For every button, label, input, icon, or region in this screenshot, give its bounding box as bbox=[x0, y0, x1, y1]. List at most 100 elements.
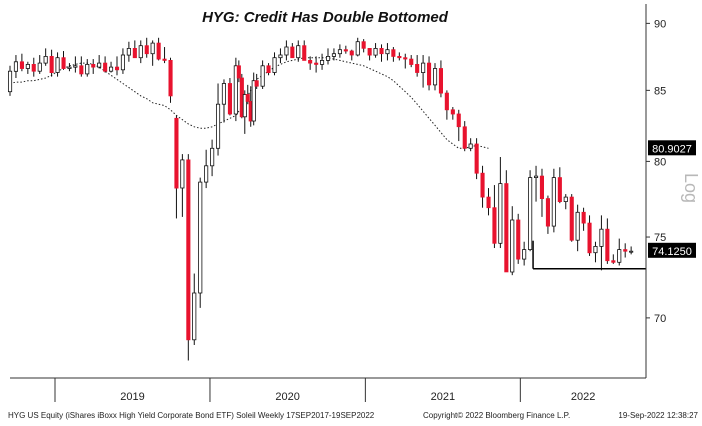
candle-body bbox=[373, 48, 378, 56]
candle bbox=[379, 44, 384, 62]
candle-body bbox=[132, 48, 137, 59]
footer-copyright: Copyright© 2022 Bloomberg Finance L.P. bbox=[423, 411, 570, 420]
candle-body bbox=[444, 92, 449, 111]
candle bbox=[421, 55, 426, 88]
candle bbox=[7, 65, 13, 96]
candle-body bbox=[308, 60, 313, 64]
candle bbox=[415, 55, 420, 77]
candle-body bbox=[233, 65, 238, 115]
candle-body bbox=[210, 147, 215, 167]
candle bbox=[233, 57, 238, 122]
y-tick-label: 85 bbox=[654, 85, 666, 97]
candle bbox=[308, 56, 313, 70]
candle-body bbox=[254, 80, 259, 87]
candle bbox=[557, 167, 562, 204]
candle bbox=[242, 90, 247, 134]
candle bbox=[156, 37, 161, 61]
candle bbox=[492, 185, 497, 249]
candle bbox=[260, 60, 265, 89]
candle-body bbox=[599, 228, 604, 247]
last-price-badge: 74.1250 bbox=[648, 242, 696, 258]
candle bbox=[31, 57, 36, 77]
candle bbox=[13, 55, 19, 79]
candle bbox=[251, 72, 256, 126]
candle-body bbox=[421, 62, 426, 73]
candle-body bbox=[180, 159, 185, 189]
candle-body bbox=[403, 57, 408, 60]
candle bbox=[236, 60, 241, 83]
candle-body bbox=[623, 249, 628, 252]
candle-body bbox=[251, 80, 256, 122]
last-price-badge-box bbox=[648, 242, 696, 258]
candle bbox=[385, 43, 390, 61]
candle-body bbox=[302, 45, 307, 61]
candle-body bbox=[85, 64, 90, 75]
candle bbox=[162, 47, 167, 64]
candle bbox=[103, 56, 108, 73]
candle bbox=[284, 40, 289, 61]
x-tick-label: 2021 bbox=[431, 391, 455, 403]
candle bbox=[397, 52, 402, 61]
candle-body bbox=[278, 54, 283, 59]
candle bbox=[266, 63, 271, 76]
candle-body bbox=[162, 58, 167, 61]
candle-body bbox=[415, 64, 420, 73]
candle bbox=[210, 139, 215, 177]
candle-body bbox=[43, 56, 48, 64]
candle bbox=[623, 243, 628, 258]
scale-label: Log bbox=[681, 173, 701, 203]
candle-body bbox=[361, 41, 366, 49]
candle bbox=[132, 40, 137, 59]
candle bbox=[126, 41, 131, 62]
candle-body bbox=[510, 219, 515, 273]
candle bbox=[474, 138, 479, 180]
candle-body bbox=[474, 143, 479, 174]
candle-body bbox=[367, 48, 372, 56]
candle-body bbox=[138, 45, 143, 59]
candle-body bbox=[534, 175, 539, 179]
candle bbox=[290, 43, 295, 59]
candle bbox=[138, 40, 143, 64]
candle-body bbox=[349, 50, 354, 56]
candle bbox=[73, 56, 78, 73]
candle bbox=[302, 40, 307, 61]
candle-body bbox=[109, 66, 114, 72]
candle bbox=[109, 61, 114, 73]
candle bbox=[611, 254, 616, 264]
candle bbox=[85, 59, 90, 77]
last-price-badge-text: 74.1250 bbox=[652, 246, 692, 258]
moving-average-badge: 80.9027 bbox=[648, 140, 696, 156]
candle bbox=[227, 78, 233, 116]
candle bbox=[409, 55, 414, 68]
candle-body bbox=[236, 65, 241, 79]
candle bbox=[581, 207, 586, 231]
candle bbox=[349, 49, 354, 61]
candle bbox=[373, 43, 378, 58]
candle bbox=[168, 57, 173, 103]
candle bbox=[67, 63, 72, 72]
candle bbox=[569, 194, 574, 242]
candle bbox=[198, 177, 203, 308]
candle-body bbox=[545, 198, 550, 227]
candle-body bbox=[343, 49, 348, 52]
candle bbox=[545, 195, 550, 234]
candle-body bbox=[492, 207, 497, 244]
candle-body bbox=[325, 56, 331, 61]
candle-body bbox=[314, 62, 319, 65]
candle-body bbox=[379, 48, 384, 55]
candle-body bbox=[150, 42, 155, 55]
footer-timestamp: 19-Sep-2022 12:38:27 bbox=[618, 411, 698, 420]
candle-body bbox=[13, 61, 19, 72]
candle-body bbox=[221, 83, 227, 105]
candle-body bbox=[61, 57, 66, 69]
candle-body bbox=[486, 196, 491, 209]
candle bbox=[468, 138, 473, 152]
candle-body bbox=[7, 70, 13, 93]
candle bbox=[426, 56, 432, 91]
candle bbox=[272, 52, 277, 76]
candle bbox=[61, 51, 66, 70]
candle-body bbox=[581, 211, 586, 224]
candle bbox=[97, 55, 102, 69]
candle bbox=[403, 53, 408, 69]
